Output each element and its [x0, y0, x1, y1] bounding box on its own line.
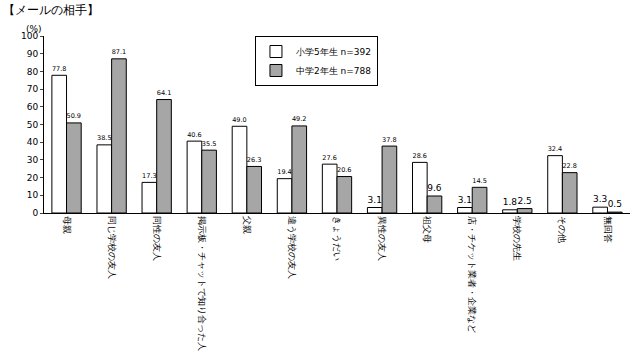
- svg-text:中学2年生 n=788: 中学2年生 n=788: [296, 66, 371, 76]
- svg-text:60: 60: [27, 102, 39, 112]
- svg-text:違う学校の友人: 違う学校の友人: [287, 216, 297, 279]
- svg-text:40: 40: [27, 137, 39, 147]
- svg-text:20.6: 20.6: [337, 166, 351, 174]
- svg-text:80: 80: [27, 67, 39, 77]
- svg-text:28.6: 28.6: [413, 152, 427, 160]
- svg-text:同性の友人: 同性の友人: [152, 216, 162, 261]
- svg-text:1.8: 1.8: [503, 197, 518, 207]
- svg-text:(%): (%): [26, 24, 42, 34]
- svg-text:90: 90: [27, 49, 39, 59]
- svg-text:その他: その他: [557, 216, 567, 243]
- svg-text:70: 70: [27, 84, 39, 94]
- svg-text:【メールの相手】: 【メールの相手】: [3, 3, 99, 17]
- svg-text:2.5: 2.5: [517, 196, 531, 206]
- svg-text:母親: 母親: [62, 216, 72, 234]
- svg-text:14.5: 14.5: [472, 177, 487, 185]
- svg-text:87.1: 87.1: [112, 48, 127, 56]
- svg-text:学校の先生: 学校の先生: [512, 216, 522, 261]
- svg-text:9.6: 9.6: [427, 183, 442, 193]
- svg-text:37.8: 37.8: [382, 136, 396, 144]
- svg-text:30: 30: [27, 155, 39, 165]
- svg-text:10: 10: [27, 190, 39, 200]
- svg-text:50: 50: [27, 120, 39, 130]
- svg-text:77.8: 77.8: [52, 65, 66, 73]
- svg-text:店・チケット業者・企業など: 店・チケット業者・企業など: [467, 216, 477, 333]
- svg-text:祖父母: 祖父母: [422, 216, 432, 243]
- svg-text:小学5年生 n=392: 小学5年生 n=392: [296, 47, 371, 57]
- svg-text:64.1: 64.1: [157, 89, 172, 97]
- svg-text:38.5: 38.5: [97, 134, 112, 142]
- svg-text:19.4: 19.4: [277, 168, 291, 176]
- svg-text:きょうだい: きょうだい: [332, 216, 342, 261]
- svg-text:40.6: 40.6: [187, 131, 201, 139]
- svg-text:同じ学校の友人: 同じ学校の友人: [107, 216, 117, 279]
- svg-text:32.4: 32.4: [548, 145, 562, 153]
- svg-text:49.2: 49.2: [292, 115, 307, 123]
- svg-text:3.3: 3.3: [593, 194, 607, 204]
- svg-text:0: 0: [32, 208, 38, 218]
- svg-text:無回答: 無回答: [603, 216, 613, 243]
- svg-text:22.8: 22.8: [562, 162, 576, 170]
- svg-text:27.6: 27.6: [322, 154, 336, 162]
- svg-text:掲示板・チャットで知り合った人: 掲示板・チャットで知り合った人: [197, 216, 207, 351]
- svg-text:26.3: 26.3: [247, 156, 262, 164]
- svg-text:0.5: 0.5: [608, 199, 622, 209]
- svg-text:父親: 父親: [242, 216, 252, 234]
- svg-text:17.3: 17.3: [142, 172, 157, 180]
- svg-text:異性の友人: 異性の友人: [377, 216, 387, 261]
- svg-text:3.1: 3.1: [368, 195, 382, 205]
- svg-text:50.9: 50.9: [67, 112, 81, 120]
- svg-text:35.5: 35.5: [202, 140, 217, 148]
- svg-text:100: 100: [21, 31, 38, 41]
- svg-text:49.0: 49.0: [232, 116, 246, 124]
- svg-text:20: 20: [27, 173, 39, 183]
- svg-text:3.1: 3.1: [458, 195, 472, 205]
